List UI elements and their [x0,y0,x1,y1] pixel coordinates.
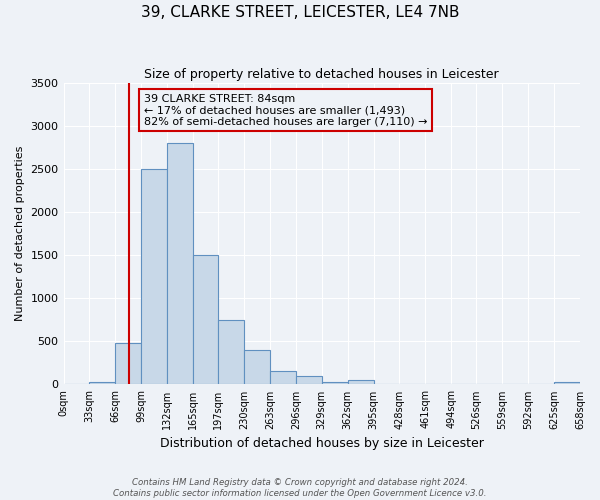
Y-axis label: Number of detached properties: Number of detached properties [15,146,25,322]
Bar [89,382,115,384]
Bar [270,371,296,384]
Text: Contains HM Land Registry data © Crown copyright and database right 2024.
Contai: Contains HM Land Registry data © Crown c… [113,478,487,498]
Bar [167,144,193,384]
Text: 39, CLARKE STREET, LEICESTER, LE4 7NB: 39, CLARKE STREET, LEICESTER, LE4 7NB [141,5,459,20]
Text: 39 CLARKE STREET: 84sqm
← 17% of detached houses are smaller (1,493)
82% of semi: 39 CLARKE STREET: 84sqm ← 17% of detache… [143,94,427,127]
Title: Size of property relative to detached houses in Leicester: Size of property relative to detached ho… [145,68,499,80]
Bar [296,376,322,384]
Bar [115,343,141,384]
Bar [141,169,167,384]
Bar [347,380,374,384]
Bar [218,320,244,384]
Bar [193,256,218,384]
Bar [322,382,347,384]
Bar [554,382,580,384]
Bar [244,350,270,384]
X-axis label: Distribution of detached houses by size in Leicester: Distribution of detached houses by size … [160,437,484,450]
